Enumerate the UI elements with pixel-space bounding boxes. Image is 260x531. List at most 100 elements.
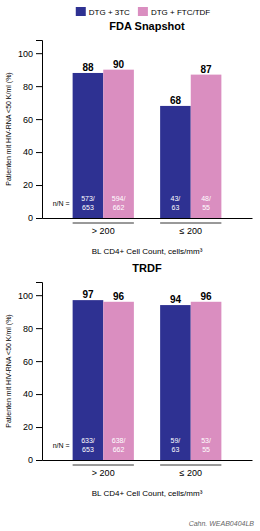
x-tick: > 200 (92, 226, 115, 236)
y-tick: 80 (23, 324, 42, 334)
n-label-line: 63 (172, 446, 180, 453)
n-label-line: 63 (172, 204, 180, 211)
y-tick-label: 100 (18, 291, 33, 301)
y-tick-label: 20 (23, 180, 33, 190)
y-tick-label: 0 (28, 213, 33, 223)
n-label: 59/63 (171, 437, 181, 452)
n-label-line: 43/ (171, 195, 181, 202)
title: FDA Snapshot (109, 20, 185, 32)
y-tick-label: 40 (23, 389, 33, 399)
bar (191, 302, 222, 460)
legend-item: DTG + 3TC (76, 7, 130, 17)
data-label: 97 (82, 289, 94, 300)
y-tick: 60 (23, 356, 42, 366)
bars (73, 70, 222, 218)
x-axis-title: BL CD4+ Cell Count, cells/mm³ (92, 489, 203, 498)
bar (160, 106, 191, 218)
data-label: 88 (82, 62, 94, 73)
x-axis: > 200 ≤ 200 (43, 461, 253, 479)
y-tick-mark (36, 152, 42, 153)
n-label: 594/662 (112, 195, 126, 210)
bar (103, 70, 134, 218)
y-tick-mark (36, 295, 42, 296)
y-axis-line (36, 41, 43, 219)
legend-label: DTG + 3TC (89, 8, 130, 17)
bars (73, 300, 222, 460)
x-tick: > 200 (92, 468, 115, 478)
data-label: 87 (201, 64, 213, 75)
y-axis: 0 20 40 60 80 100 (18, 41, 43, 224)
n-label-line: 638/ (112, 437, 126, 444)
x-axis-line (43, 218, 253, 219)
y-tick: 0 (28, 455, 42, 465)
y-tick-label: 80 (23, 324, 33, 334)
y-tick: 80 (23, 82, 42, 92)
n-label: 43/63 (171, 195, 181, 210)
y-tick: 20 (23, 180, 42, 190)
n-label: 48/55 (201, 195, 211, 210)
bar (73, 73, 104, 218)
y-tick: 20 (23, 422, 42, 432)
y-tick-label: 60 (23, 356, 33, 366)
n-label-line: 653 (82, 204, 94, 211)
footnote: Cahn. WEAB0404LB (189, 520, 255, 527)
y-axis-title: Patienten mit HIV-RNA <50 K/ml (%) (5, 314, 13, 427)
y-tick-mark (36, 427, 42, 428)
n-label-line: 55 (202, 446, 210, 453)
annotation: n/N = (53, 200, 70, 207)
x-axis: > 200 ≤ 200 (43, 219, 253, 237)
n-label-line: 662 (113, 204, 125, 211)
data-label: 68 (170, 95, 182, 106)
y-tick-mark (36, 53, 42, 54)
group-bracket (73, 465, 134, 466)
n-label-line: 59/ (171, 437, 181, 444)
x-tick-label: ≤ 200 (180, 468, 202, 478)
x-axis-title: BL CD4+ Cell Count, cells/mm³ (92, 247, 203, 256)
title: TRDF (132, 262, 162, 274)
y-tick: 100 (18, 49, 42, 59)
y-tick: 40 (23, 389, 42, 399)
n-label: 633/653 (81, 437, 95, 452)
y-tick-mark (36, 361, 42, 362)
n-label-line: 53/ (201, 437, 211, 444)
panel: 97633/6539459/6396638/6629653/55n/N =020… (5, 262, 252, 498)
n-label: 638/662 (112, 437, 126, 452)
y-tick: 60 (23, 114, 42, 124)
legend: DTG + 3TC DTG + FTC/TDF (76, 7, 211, 17)
x-tick-label: > 200 (92, 468, 115, 478)
y-tick-label: 20 (23, 422, 33, 432)
chart: 88573/6536843/6390594/6628748/55n/N =020… (0, 0, 260, 531)
legend-label: DTG + FTC/TDF (151, 8, 210, 17)
n-label-line: 48/ (201, 195, 211, 202)
bar (103, 302, 134, 460)
y-axis-title: Patienten mit HIV-RNA <50 K/ml (%) (5, 72, 13, 185)
n-label-line: 633/ (81, 437, 95, 444)
annotation: n/N = (53, 442, 70, 449)
group-bracket (160, 465, 221, 466)
bar (191, 75, 222, 218)
y-tick-mark (36, 185, 42, 186)
x-axis-line (43, 460, 253, 461)
y-tick-label: 100 (18, 49, 33, 59)
panel: 88573/6536843/6390594/6628748/55n/N =020… (5, 20, 252, 256)
legend-swatch (138, 7, 148, 16)
n-label-line: 594/ (112, 195, 126, 202)
n-label: 573/653 (81, 195, 95, 210)
x-tick: ≤ 200 (180, 468, 202, 478)
data-label: 96 (113, 291, 125, 302)
y-tick-label: 0 (28, 455, 33, 465)
n-label: 53/55 (201, 437, 211, 452)
x-tick-label: ≤ 200 (180, 226, 202, 236)
bar (73, 300, 104, 460)
labels: 88573/6536843/6390594/6628748/55n/N = (53, 59, 212, 211)
legend-swatch (76, 7, 86, 16)
bar (160, 305, 191, 460)
y-tick-label: 80 (23, 82, 33, 92)
y-tick-mark (36, 460, 42, 461)
y-tick-mark (36, 119, 42, 120)
legend-item: DTG + FTC/TDF (138, 7, 210, 17)
y-tick-label: 40 (23, 147, 33, 157)
x-tick-label: > 200 (92, 226, 115, 236)
labels: 97633/6539459/6396638/6629653/55n/N = (53, 289, 212, 453)
data-label: 94 (170, 294, 182, 305)
